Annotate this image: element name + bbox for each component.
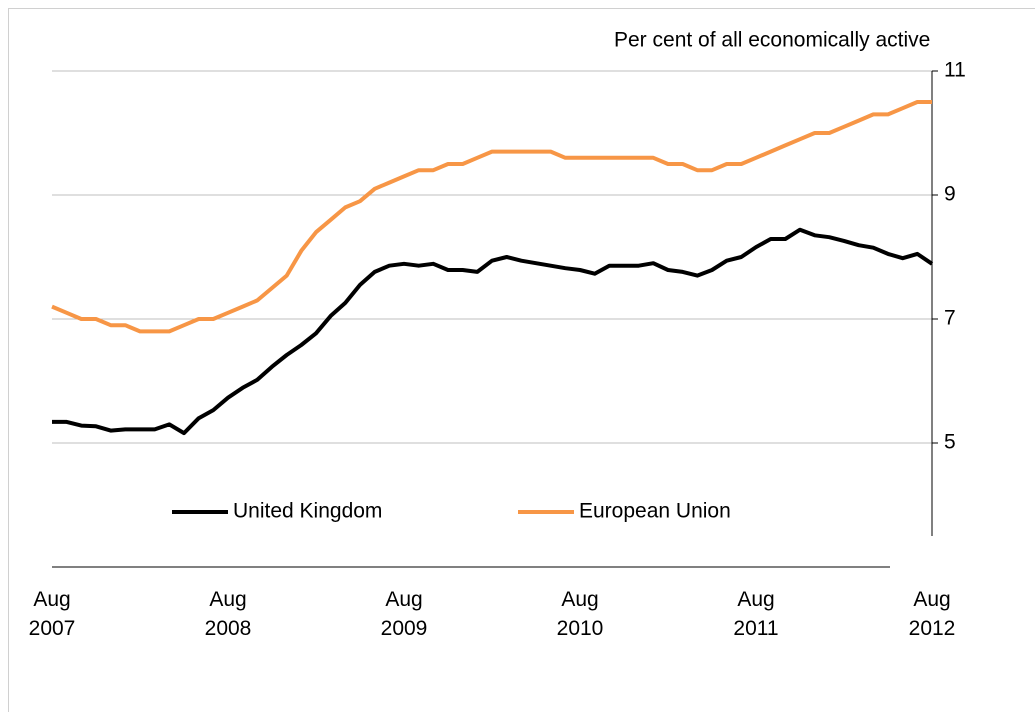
y-tick-label: 7 <box>944 307 956 330</box>
x-tick-label: Aug 2007 <box>28 588 76 640</box>
y-tick-label: 9 <box>944 183 956 206</box>
x-tick-label: Aug 2012 <box>908 588 956 640</box>
x-tick-label: Aug 2008 <box>204 588 252 640</box>
series-line <box>52 227 934 436</box>
x-tick-label: Aug 2009 <box>380 588 428 640</box>
legend-label: European Union <box>579 500 731 523</box>
y-tick-label: 5 <box>944 431 956 454</box>
series-line <box>51 100 932 334</box>
legend-label: United Kingdom <box>233 500 382 523</box>
y-tick-label: 11 <box>944 59 966 82</box>
x-tick-label: Aug 2011 <box>733 588 779 640</box>
y-axis-label: Per cent of all economically active <box>614 29 930 52</box>
frame <box>8 8 1035 712</box>
x-tick-label: Aug 2010 <box>556 588 604 640</box>
